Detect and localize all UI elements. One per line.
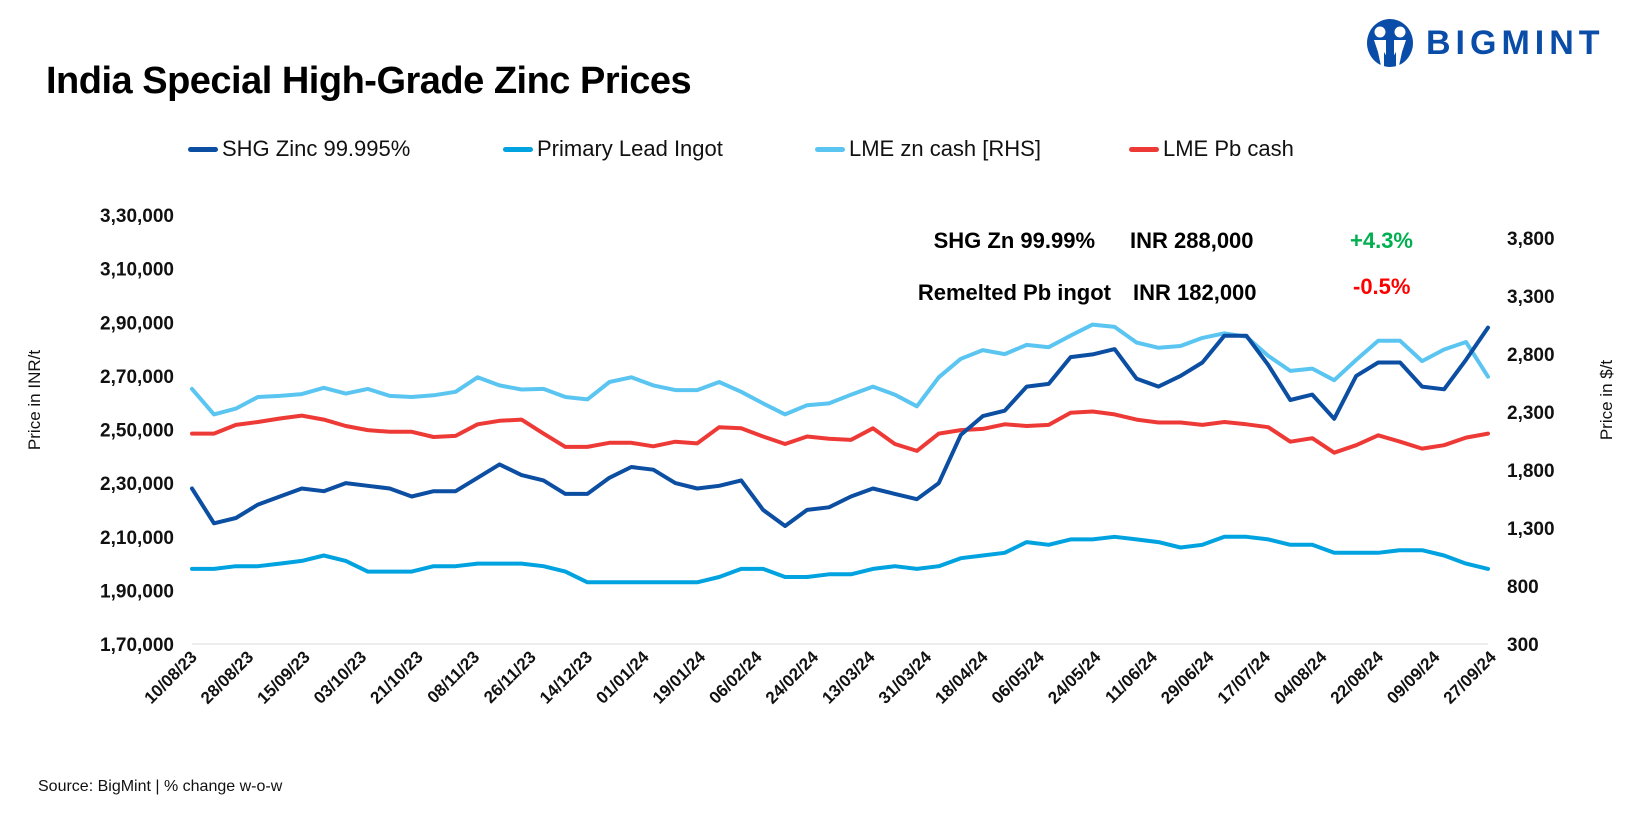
annotation-price: INR 288,000: [1130, 228, 1254, 253]
x-tick-label: 06/05/24: [988, 647, 1049, 708]
bigmint-logo-icon: [1367, 19, 1413, 67]
legend-label: LME Pb cash: [1163, 136, 1294, 161]
x-tick-label: 22/08/24: [1327, 647, 1388, 708]
x-tick-label: 08/11/23: [424, 647, 484, 707]
x-tick-label: 03/10/23: [310, 647, 370, 707]
y-tick-label: 3,30,000: [100, 206, 174, 227]
legend-swatch: [188, 146, 218, 152]
x-tick-label: 01/01/24: [592, 647, 653, 708]
y2-tick-label: 1,300: [1507, 519, 1555, 540]
y-axis-title: Price in INR/t: [25, 350, 44, 450]
y-tick-label: 1,90,000: [100, 581, 174, 602]
x-tick-label: 10/08/23: [141, 647, 201, 707]
x-tick-label: 18/04/24: [931, 647, 992, 708]
x-tick-label: 27/09/24: [1440, 647, 1501, 708]
x-tick-label: 06/02/24: [705, 647, 766, 708]
x-tick-label: 31/03/24: [875, 647, 936, 708]
y-tick-label: 2,10,000: [100, 528, 174, 549]
x-tick-label: 28/08/23: [197, 647, 257, 707]
y2-axis-title: Price in $/t: [1597, 360, 1616, 441]
series-line-shg-zinc-99-995: [190, 325, 1490, 528]
y2-tick-label: 3,300: [1507, 287, 1555, 308]
x-tick-label: 24/05/24: [1044, 647, 1105, 708]
legend-swatch: [1129, 146, 1159, 152]
series-line-lme-zn-cash-rhs: [190, 322, 1490, 417]
legend-label: Primary Lead Ingot: [537, 136, 723, 161]
chart-title: India Special High-Grade Zinc Prices: [46, 60, 692, 102]
annotation-change: -0.5%: [1353, 274, 1411, 299]
y-tick-label: 2,30,000: [100, 474, 174, 495]
legend-item-primary-lead: Primary Lead Ingot: [503, 136, 723, 162]
x-tick-label: 29/06/24: [1157, 647, 1218, 708]
legend-item-lme-pb: LME Pb cash: [1129, 136, 1294, 162]
legend-label: LME zn cash [RHS]: [849, 136, 1041, 161]
x-tick-label: 09/09/24: [1383, 647, 1444, 708]
x-tick-label: 26/11/23: [480, 647, 540, 707]
legend-item-lme-zn: LME zn cash [RHS]: [815, 136, 1041, 162]
source-note: Source: BigMint | % change w-o-w: [38, 778, 283, 795]
y2-tick-label: 800: [1507, 577, 1539, 598]
y-tick-label: 1,70,000: [100, 635, 174, 656]
y2-tick-label: 3,800: [1507, 229, 1555, 250]
y-tick-label: 2,70,000: [100, 367, 174, 388]
annotation-change: +4.3%: [1350, 228, 1413, 253]
legend-swatch: [503, 146, 533, 152]
logo-text: BIGMINT: [1426, 23, 1605, 62]
legend-label: SHG Zinc 99.995%: [222, 136, 411, 161]
y2-tick-label: 2,300: [1507, 403, 1555, 424]
legend-swatch: [815, 146, 845, 152]
y2-tick-label: 300: [1507, 635, 1539, 656]
annotation-label: Remelted Pb ingot: [917, 280, 1111, 305]
annotation-label: SHG Zn 99.99%: [933, 228, 1095, 253]
x-tick-label: 17/07/24: [1214, 647, 1275, 708]
x-tick-label: 15/09/23: [254, 647, 314, 707]
series-line-primary-lead-ingot: [190, 534, 1490, 585]
x-tick-label: 14/12/23: [536, 647, 596, 707]
series-line-lme-pb-cash: [190, 409, 1490, 455]
x-tick-label: 24/02/24: [762, 647, 823, 708]
y-tick-label: 2,90,000: [100, 313, 174, 334]
x-tick-label: 13/03/24: [818, 647, 879, 708]
y-tick-label: 2,50,000: [100, 421, 174, 442]
x-tick-label: 04/08/24: [1270, 647, 1331, 708]
legend: SHG Zinc 99.995% Primary Lead Ingot LME …: [0, 136, 1637, 166]
y2-tick-label: 1,800: [1507, 461, 1555, 482]
annotation-price: INR 182,000: [1133, 280, 1257, 305]
x-tick-label: 11/06/24: [1101, 647, 1161, 707]
bigmint-logo: BIGMINT: [1366, 18, 1605, 68]
x-tick-label: 21/10/23: [367, 647, 427, 707]
y2-tick-label: 2,800: [1507, 345, 1555, 366]
y-tick-label: 3,10,000: [100, 260, 174, 281]
legend-item-shg-zinc: SHG Zinc 99.995%: [188, 136, 410, 162]
x-tick-label: 19/01/24: [649, 647, 710, 708]
